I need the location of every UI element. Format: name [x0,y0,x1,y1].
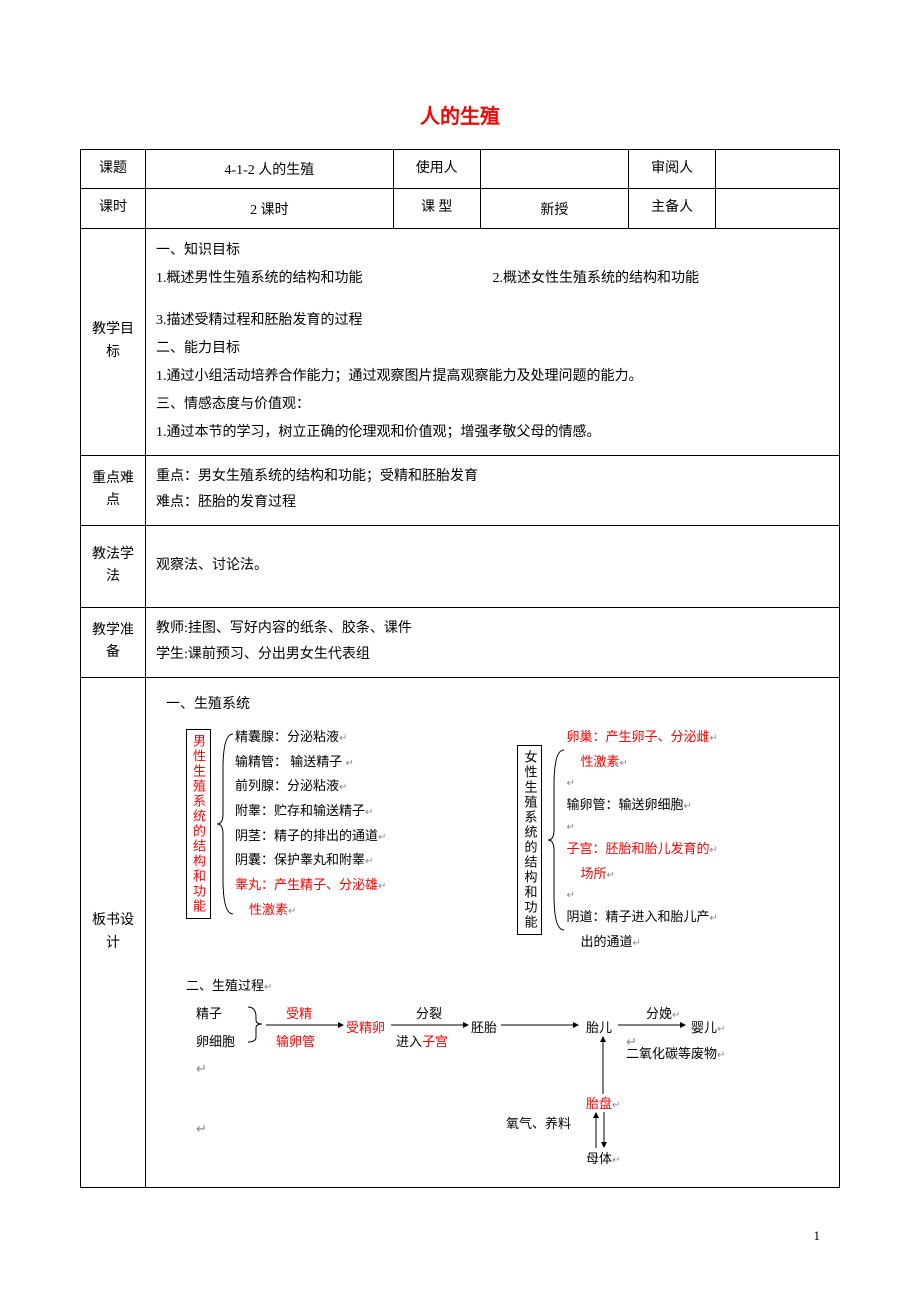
reviewer-value [716,150,840,189]
bracket-icon [546,745,566,935]
user-label: 使用人 [393,150,480,189]
header-row-2: 课时 2 课时 课 型 新授 主备人 [81,189,840,228]
goals-section2-title: 二、能力目标 [156,335,829,363]
hours-value: 2 课时 [145,189,393,228]
process-diagram: 精子 卵细胞 受精 输卵管 [186,1002,829,1172]
board-label: 板书设计 [81,677,146,1187]
reviewer-label: 审阅人 [629,150,716,189]
female-l1a: 卵巢：产生卵子、分泌雌 [566,729,709,744]
enter-uterus-label: 进入子宫 [396,1030,448,1053]
preparer-label: 主备人 [629,189,716,228]
return-symbol: ↵ [196,1117,207,1140]
goals-section1-title: 一、知识目标 [156,237,829,265]
keypoint-line2: 难点：胚胎的发育过程 [156,490,829,517]
female-l4b: 出的通道 [580,934,632,949]
board-section2: 二、生殖过程↵ [186,974,829,997]
female-l3b: 场所 [580,866,606,881]
prep-line1: 教师:挂图、写好内容的纸条、胶条、课件 [156,616,829,643]
board-section1: 一、生殖系统 [166,693,829,713]
keypoint-line1: 重点：男女生殖系统的结构和功能；受精和胚胎发育 [156,464,829,491]
arrow-icon [266,1020,346,1030]
topic-value: 4-1-2 人的生殖 [145,150,393,189]
female-l1b: 性激素 [580,754,619,769]
female-l3a: 子宫：胚胎和胎儿发育的 [566,841,709,856]
method-content: 观察法、讨论法。 [145,525,839,607]
male-content: 精囊腺：分泌粘液↵ 输精管： 输送精子 ↵ 前列腺：分泌粘液↵ 附睾：贮存和输送… [235,721,386,927]
arrow-icon [391,1020,471,1030]
preparer-value [716,189,840,228]
male-l1: 精囊腺：分泌粘液 [235,729,339,744]
male-l3: 前列腺：分泌粘液 [235,778,339,793]
male-l2: 输精管： 输送精子 [235,754,342,769]
mother-label: 母体↵ [586,1147,620,1170]
goals-item4: 1.通过小组活动培养合作能力；通过观察图片提高观察能力及处理问题的能力。 [156,363,829,391]
arrow-icon [598,1034,608,1094]
oxygen-label: 氧气、养料 [506,1112,571,1135]
fallopian-label: 输卵管 [276,1030,315,1053]
fertilized-egg-label: 受精卵 [346,1016,385,1039]
bracket-icon [215,729,235,919]
goals-row: 教学目标 一、知识目标 1.概述男性生殖系统的结构和功能 2.概述女性生殖系统的… [81,228,840,455]
return-symbol: ↵ [196,1057,207,1080]
goals-label: 教学目标 [81,228,146,455]
co2-label: 二氧化碳等废物↵ [626,1042,725,1065]
bracket-icon [246,1002,266,1047]
keypoint-row: 重点难点 重点：男女生殖系统的结构和功能；受精和胚胎发育 难点：胚胎的发育过程 [81,455,840,525]
female-content: 卵巢：产生卵子、分泌雌↵ 性激素↵ ↵ 输卵管：输送卵细胞↵ ↵ 子宫：胚胎和胎… [566,721,717,959]
type-label: 课 型 [393,189,480,228]
method-label: 教法学法 [81,525,146,607]
male-l7b: 性激素 [249,902,288,917]
keypoint-label: 重点难点 [81,455,146,525]
sperm-label: 精子 [196,1002,222,1025]
female-l2: 输卵管：输送卵细胞 [566,797,683,812]
prep-content: 教师:挂图、写好内容的纸条、胶条、课件 学生:课前预习、分出男女生代表组 [145,607,839,677]
keypoint-content: 重点：男女生殖系统的结构和功能；受精和胚胎发育 难点：胚胎的发育过程 [145,455,839,525]
user-value [480,150,629,189]
hours-label: 课时 [81,189,146,228]
topic-label: 课题 [81,150,146,189]
goals-item2: 2.概述女性生殖系统的结构和功能 [492,265,829,293]
prep-label: 教学准备 [81,607,146,677]
male-l7a: 睾丸：产生精子、分泌雄 [235,877,378,892]
type-value: 新授 [480,189,629,228]
process-section: 二、生殖过程↵ 精子 卵细胞 受精 [186,974,829,1172]
prep-row: 教学准备 教师:挂图、写好内容的纸条、胶条、课件 学生:课前预习、分出男女生代表… [81,607,840,677]
female-l4a: 阴道：精子进入和胎儿产 [566,909,709,924]
male-label: 男性生殖系统的结构和功能 [186,729,211,919]
reproductive-systems: 男性生殖系统的结构和功能 精囊腺：分泌粘液↵ 输精管： 输送精子 ↵ 前列腺：分… [186,721,829,959]
board-content: 一、生殖系统 男性生殖系统的结构和功能 精囊腺：分泌粘液↵ 输精管： 输送精子 … [145,677,839,1187]
goals-item3: 3.描述受精过程和胚胎发育的过程 [156,307,829,335]
goals-item5: 1.通过本节的学习，树立正确的伦理观和价值观；增强孝敬父母的情感。 [156,419,829,447]
page-title: 人的生殖 [80,100,840,129]
arrow-icon [618,1020,688,1030]
male-system: 男性生殖系统的结构和功能 精囊腺：分泌粘液↵ 输精管： 输送精子 ↵ 前列腺：分… [186,721,498,927]
lesson-plan-table: 课题 4-1-2 人的生殖 使用人 审阅人 课时 2 课时 课 型 新授 主备人… [80,149,840,1188]
goals-item1: 1.概述男性生殖系统的结构和功能 [156,265,493,293]
page-number: 1 [80,1228,840,1244]
male-l4: 附睾：贮存和输送精子 [235,803,365,818]
female-label: 女性生殖系统的结构和功能 [517,745,542,935]
goals-content: 一、知识目标 1.概述男性生殖系统的结构和功能 2.概述女性生殖系统的结构和功能… [145,228,839,455]
egg-label: 卵细胞 [196,1030,235,1053]
prep-line2: 学生:课前预习、分出男女生代表组 [156,642,829,669]
female-system: 女性生殖系统的结构和功能 卵巢：产生卵子、分泌雌↵ 性激素↵ ↵ 输卵管：输送卵… [517,721,829,959]
arrow-icon [591,1110,611,1148]
male-l6: 阴囊：保护睾丸和附睾 [235,852,365,867]
baby-label: 婴儿↵ [691,1016,725,1039]
method-row: 教法学法 观察法、讨论法。 [81,525,840,607]
arrow-icon [501,1020,581,1030]
embryo-label: 胚胎 [471,1016,497,1039]
male-l5: 阴茎：精子的排出的通道 [235,828,378,843]
header-row-1: 课题 4-1-2 人的生殖 使用人 审阅人 [81,150,840,189]
board-row: 板书设计 一、生殖系统 男性生殖系统的结构和功能 精囊腺：分泌粘液↵ 输精管： … [81,677,840,1187]
goals-section3-title: 三、情感态度与价值观： [156,391,829,419]
